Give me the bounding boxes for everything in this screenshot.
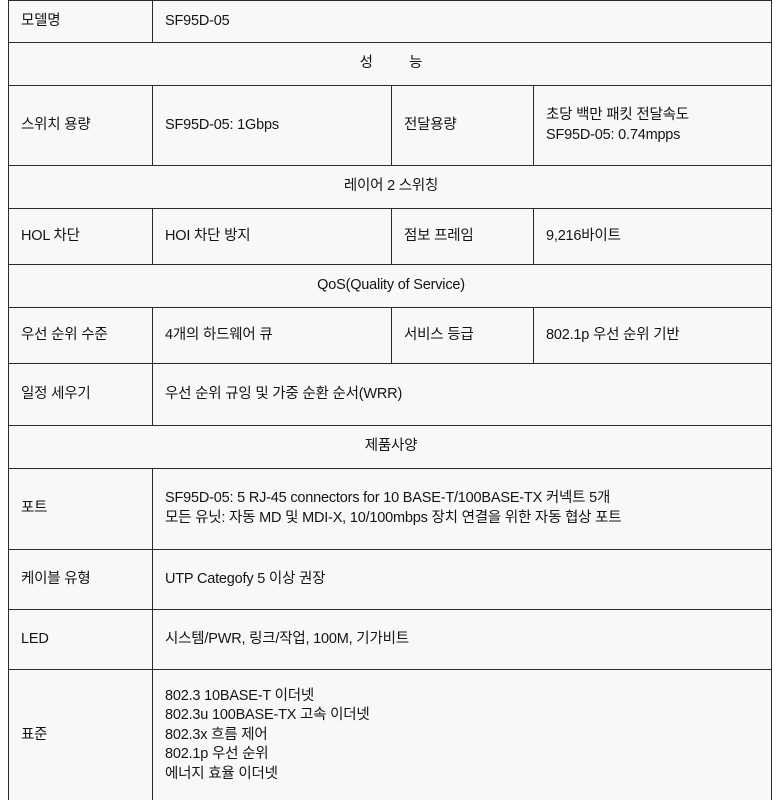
section-header-product-spec: 제품사양 [7,425,773,469]
section-header-row: QoS(Quality of Service) [7,264,773,308]
row-value-port: SF95D-05: 5 RJ-45 connectors for 10 BASE… [151,468,773,550]
row-value-model: SF95D-05 [151,0,773,43]
table-row: 스위치 용량 SF95D-05: 1Gbps 전달용량 초당 백만 패킷 전달속… [8,85,773,166]
table-row: 표준 802.3 10BASE-T 이더넷 802.3u 100BASE-TX … [8,669,773,800]
table-row: 케이블 유형 UTP Categofy 5 이상 권장 [8,549,773,610]
row-value-service-class: 802.1p 우선 순위 기반 [532,307,773,364]
row-value-cable-type: UTP Categofy 5 이상 권장 [151,549,773,610]
row-label-jumbo-frame: 점보 프레임 [391,208,534,265]
row-label-model: 모델명 [8,0,153,43]
table-row: 우선 순위 수준 4개의 하드웨어 큐 서비스 등급 802.1p 우선 순위 … [8,307,773,364]
row-value-scheduling: 우선 순위 규잉 및 가중 순환 순서(WRR) [151,363,773,426]
row-label-service-class: 서비스 등급 [391,307,534,364]
section-header-row: 레이어 2 스위칭 [7,165,773,209]
table-row: 일정 세우기 우선 순위 규잉 및 가중 순환 순서(WRR) [8,363,773,426]
section-header-row: 성 능 [7,42,773,86]
section-header-qos: QoS(Quality of Service) [7,264,773,308]
row-label-switch-capacity: 스위치 용량 [8,85,153,166]
row-label-scheduling: 일정 세우기 [8,363,153,426]
row-value-switch-capacity: SF95D-05: 1Gbps [152,85,392,166]
row-label-cable-type: 케이블 유형 [8,549,153,610]
row-label-port: 포트 [8,468,153,550]
table-row: 모델명 SF95D-05 [8,0,773,43]
row-value-jumbo-frame: 9,216바이트 [532,208,773,265]
row-value-hol: HOI 차단 방지 [152,208,392,265]
row-value-priority-level: 4개의 하드웨어 큐 [152,307,392,364]
specification-table: 모델명 SF95D-05 성 능 스위치 용량 SF95D-05: 1Gbps … [7,0,773,800]
row-value-standard: 802.3 10BASE-T 이더넷 802.3u 100BASE-TX 고속 … [151,669,773,800]
row-label-standard: 표준 [8,669,153,800]
row-label-priority-level: 우선 순위 수준 [8,307,153,364]
table-row: LED 시스템/PWR, 링크/작업, 100M, 기가비트 [8,609,773,670]
section-header-layer2: 레이어 2 스위칭 [7,165,773,209]
section-header-row: 제품사양 [7,425,773,469]
table-row: HOL 차단 HOI 차단 방지 점보 프레임 9,216바이트 [8,208,773,265]
row-label-forwarding-capacity: 전달용량 [391,85,534,166]
section-header-performance: 성 능 [7,42,773,86]
section-header-performance-text: 성 능 [359,55,439,72]
row-label-hol: HOL 차단 [8,208,153,265]
table-row: 포트 SF95D-05: 5 RJ-45 connectors for 10 B… [8,468,773,550]
row-value-led: 시스템/PWR, 링크/작업, 100M, 기가비트 [151,609,773,670]
row-value-forwarding-capacity: 초당 백만 패킷 전달속도 SF95D-05: 0.74mpps [532,85,773,166]
row-label-led: LED [8,609,153,670]
